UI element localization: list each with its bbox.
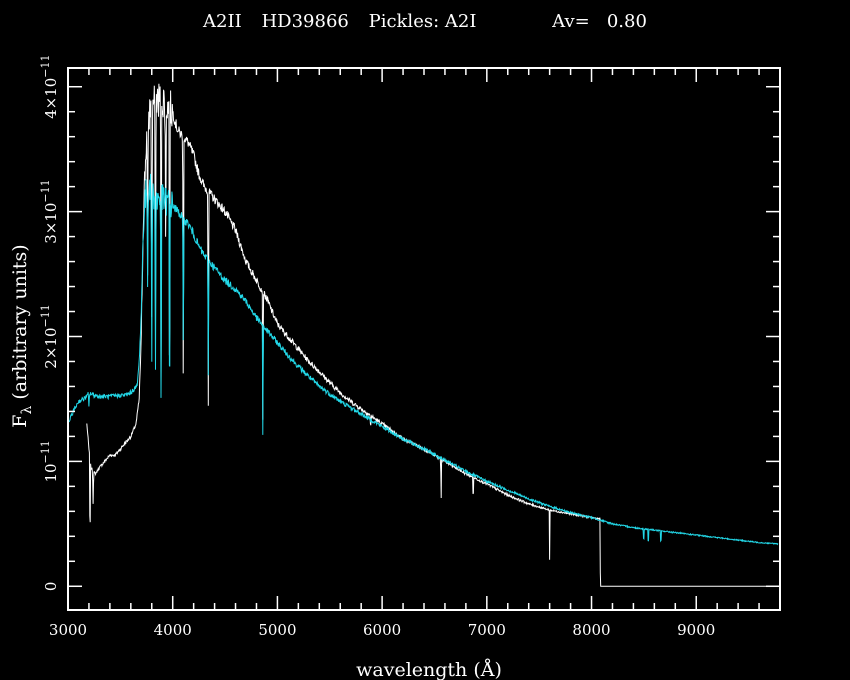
y-axis-subscript: λ bbox=[19, 406, 35, 415]
title-star: HD39866 bbox=[261, 11, 348, 32]
y-axis-rest: (arbitrary units) bbox=[9, 244, 31, 405]
series-line-template bbox=[67, 173, 779, 546]
tick-labels: 3000 4000 5000 6000 7000 8000 9000 0 10−11 2×10−1… bbox=[39, 54, 715, 639]
y-tick-label: 0 bbox=[42, 582, 60, 592]
x-axis-title: wavelength (Å) bbox=[356, 659, 502, 680]
y-axis-title: Fλ (arbitrary units) bbox=[9, 244, 35, 427]
x-tick-label: 4000 bbox=[154, 621, 192, 639]
y-tick-label: 2×10−11 bbox=[39, 304, 60, 368]
y-tick-label: 4×10−11 bbox=[39, 54, 60, 118]
x-tick-label: 7000 bbox=[468, 621, 506, 639]
plot-marks bbox=[67, 83, 779, 587]
x-tick-label: 6000 bbox=[363, 621, 401, 639]
title-av: Av= 0.80 bbox=[551, 11, 647, 32]
title-template: Pickles: A2I bbox=[369, 11, 477, 32]
y-tick-label: 10−11 bbox=[39, 440, 60, 482]
axis-ticks bbox=[67, 68, 781, 610]
y-tick-label: 3×10−11 bbox=[39, 179, 60, 243]
chart-title: A2II HD39866 Pickles: A2I Av= 0.80 bbox=[202, 11, 647, 32]
title-spectral-type: A2II bbox=[202, 11, 242, 32]
x-tick-label: 3000 bbox=[49, 621, 87, 639]
x-tick-label: 8000 bbox=[572, 621, 610, 639]
x-tick-label: 5000 bbox=[258, 621, 296, 639]
x-tick-label: 9000 bbox=[677, 621, 715, 639]
y-axis-symbol: F bbox=[9, 415, 31, 428]
